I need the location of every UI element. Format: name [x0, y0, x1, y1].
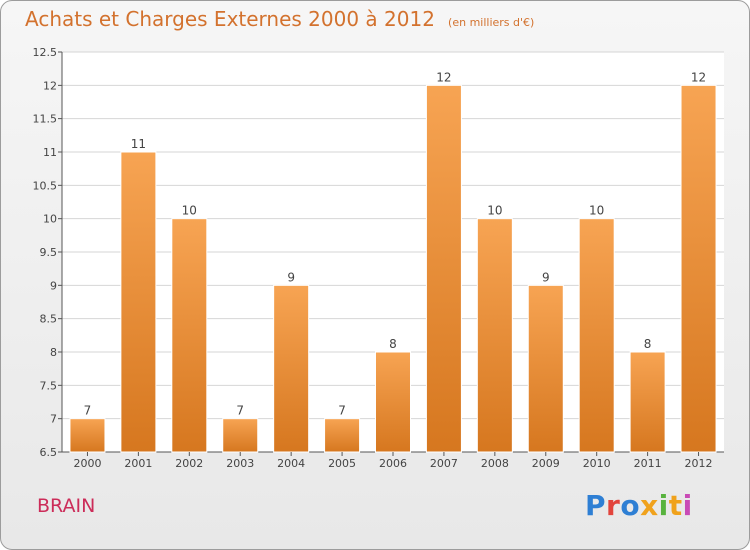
logo-letter: P — [585, 489, 607, 522]
bar — [375, 351, 411, 453]
y-tick-label: 10 — [43, 213, 57, 226]
bar — [171, 218, 208, 453]
data-label: 9 — [542, 270, 550, 284]
logo-letter: r — [606, 489, 621, 522]
x-tick-label: 2011 — [634, 457, 662, 470]
bar — [120, 151, 157, 453]
x-tick-label: 2008 — [481, 457, 509, 470]
logo-letter: t — [668, 489, 683, 522]
x-tick-label: 2002 — [175, 457, 203, 470]
x-tick-label: 2005 — [328, 457, 356, 470]
data-label: 7 — [84, 404, 92, 418]
chart-title-text: Achats et Charges Externes 2000 à 2012 — [25, 7, 435, 31]
data-label: 8 — [644, 337, 652, 351]
data-label: 10 — [487, 204, 502, 218]
x-tick-label: 2001 — [124, 457, 152, 470]
x-tick-label: 2012 — [685, 457, 713, 470]
bar — [425, 84, 462, 453]
unit-note: (en milliers d'€) — [448, 16, 535, 29]
data-label: 10 — [182, 204, 197, 218]
bar — [69, 418, 106, 453]
y-tick-label: 6.5 — [40, 446, 58, 459]
data-label: 9 — [287, 270, 295, 284]
data-label: 12 — [691, 70, 706, 84]
y-tick-label: 7.5 — [40, 379, 58, 392]
x-tick-label: 2004 — [277, 457, 305, 470]
y-tick-label: 11.5 — [33, 113, 58, 126]
logo-letter: i — [682, 489, 693, 522]
data-label: 7 — [236, 404, 244, 418]
data-label: 8 — [389, 337, 397, 351]
data-label: 12 — [436, 70, 451, 84]
bar — [222, 418, 259, 453]
chart-title: Achats et Charges Externes 2000 à 2012 (… — [25, 7, 534, 31]
logo-letter: x — [640, 489, 659, 522]
city-label: BRAIN — [37, 495, 96, 517]
y-tick-label: 8.5 — [40, 313, 58, 326]
data-label: 7 — [338, 404, 346, 418]
y-tick-label: 9.5 — [40, 246, 58, 259]
proxiti-logo: Proxiti — [585, 489, 693, 522]
bar — [527, 284, 564, 453]
bar — [476, 218, 513, 453]
bar — [273, 284, 310, 453]
y-tick-label: 9 — [50, 279, 57, 292]
x-tick-label: 2009 — [532, 457, 560, 470]
bar — [578, 218, 615, 453]
x-tick-label: 2003 — [226, 457, 254, 470]
y-tick-label: 12.5 — [33, 46, 58, 59]
x-tick-label: 2006 — [379, 457, 407, 470]
x-tick-label: 2000 — [73, 457, 101, 470]
y-tick-label: 11 — [43, 146, 57, 159]
y-tick-label: 10.5 — [33, 179, 58, 192]
logo-letter: i — [658, 489, 669, 522]
y-tick-label: 8 — [50, 346, 57, 359]
y-tick-label: 7 — [50, 413, 57, 426]
data-label: 11 — [131, 137, 146, 151]
x-tick-label: 2010 — [583, 457, 611, 470]
x-tick-label: 2007 — [430, 457, 458, 470]
data-label: 10 — [589, 204, 604, 218]
y-tick-label: 12 — [43, 79, 57, 92]
bar — [324, 418, 361, 453]
bar — [680, 84, 717, 453]
bar — [629, 351, 666, 453]
logo-letter: o — [620, 489, 641, 522]
